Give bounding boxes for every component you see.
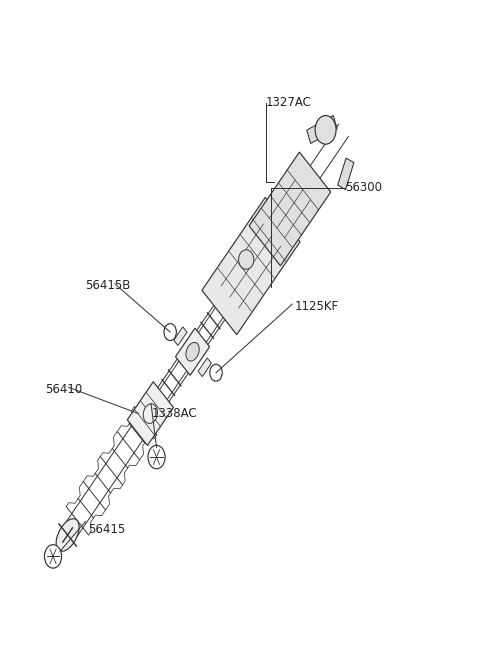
Polygon shape: [176, 328, 210, 375]
Ellipse shape: [239, 250, 254, 269]
Text: 1125KF: 1125KF: [295, 300, 339, 313]
Polygon shape: [249, 152, 331, 266]
Circle shape: [45, 545, 61, 568]
Circle shape: [148, 445, 165, 469]
Polygon shape: [174, 327, 187, 346]
Ellipse shape: [56, 519, 79, 552]
Circle shape: [315, 115, 336, 144]
Polygon shape: [127, 382, 173, 445]
Ellipse shape: [143, 403, 157, 423]
Text: 1338AC: 1338AC: [152, 407, 198, 420]
Text: 56415: 56415: [88, 523, 125, 536]
Polygon shape: [202, 197, 300, 335]
Text: 56300: 56300: [345, 181, 382, 194]
Polygon shape: [337, 158, 354, 190]
Text: 56410: 56410: [45, 383, 82, 396]
Circle shape: [210, 364, 222, 381]
Polygon shape: [198, 358, 211, 377]
Text: 1327AC: 1327AC: [266, 96, 312, 109]
Text: 56415B: 56415B: [85, 278, 131, 291]
Circle shape: [164, 324, 176, 341]
Polygon shape: [307, 115, 337, 143]
Ellipse shape: [186, 343, 199, 361]
